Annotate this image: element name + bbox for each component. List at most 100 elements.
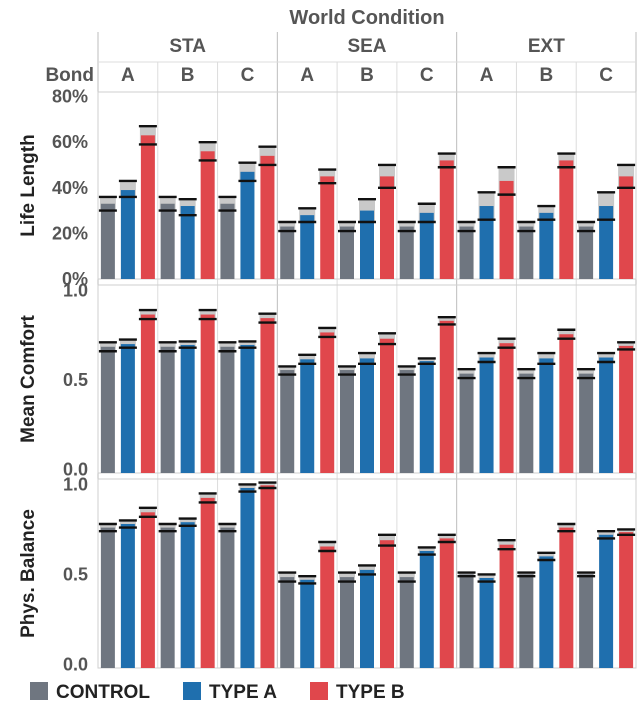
- bar-type-a: [479, 357, 494, 473]
- error-band: [578, 572, 595, 577]
- bond-tick-label: B: [539, 65, 553, 86]
- bond-label: Bond: [45, 65, 94, 86]
- header-title: World Condition: [289, 7, 444, 29]
- error-band: [518, 572, 535, 577]
- bar-type-a: [180, 344, 195, 473]
- panel-mean-comfort: 0.0 0.5 1.0 Mean Comfort: [18, 280, 637, 479]
- bar-type-a: [180, 206, 195, 279]
- y-tick-label: 0.0: [63, 459, 88, 479]
- legend-swatch-type-b: [310, 682, 328, 700]
- bar-type-b: [619, 176, 634, 279]
- condition-label-sea: SEA: [347, 36, 386, 57]
- bond-tick-label: C: [241, 65, 255, 86]
- bar-control: [579, 373, 594, 473]
- bar-type-a: [360, 210, 374, 279]
- panels: 0% 20% 40% 60% 80% Life Length 0.0 0.5 1.0 Mean C…: [18, 87, 637, 674]
- bar-type-b: [499, 180, 514, 279]
- bar-control: [579, 574, 594, 668]
- bar-type-a: [360, 569, 374, 668]
- error-band: [179, 341, 196, 348]
- bar-type-a: [419, 551, 434, 668]
- bar-type-b: [200, 151, 215, 279]
- panel-life-length: 0% 20% 40% 60% 80% Life Length: [18, 87, 637, 289]
- y-tick-label: 1.0: [63, 474, 88, 494]
- bar-type-a: [479, 206, 494, 279]
- bar-control: [459, 574, 474, 668]
- bar-type-b: [260, 318, 275, 473]
- bar-type-b: [260, 155, 275, 279]
- bar-type-a: [539, 212, 554, 279]
- bar-type-a: [300, 359, 315, 473]
- bar-type-a: [539, 358, 554, 473]
- bar-control: [160, 203, 175, 279]
- y-tick-label: 0.5: [63, 564, 88, 584]
- bar-control: [399, 370, 414, 473]
- bar-type-b: [140, 512, 155, 668]
- bar-control: [459, 226, 474, 279]
- legend: CONTROL TYPE A TYPE B: [30, 682, 405, 703]
- error-band: [119, 339, 136, 348]
- error-band: [179, 518, 196, 526]
- y-tick-label: 0.0: [63, 654, 88, 674]
- y-axis-label: Life Length: [18, 134, 39, 236]
- bar-type-b: [439, 320, 454, 473]
- bar-type-a: [599, 534, 614, 668]
- bond-tick-label: A: [480, 65, 494, 86]
- header: World Condition STA SEA EXT Bond A B C A B C A B C: [45, 7, 637, 668]
- legend-swatch-control: [30, 682, 48, 700]
- bond-tick-label: A: [121, 65, 135, 86]
- bar-type-b: [499, 544, 514, 668]
- bar-type-b: [380, 540, 394, 668]
- bar-type-a: [360, 358, 374, 473]
- bar-control: [280, 370, 295, 473]
- bar-type-b: [320, 176, 335, 279]
- bar-control: [519, 373, 534, 473]
- bar-control: [519, 574, 534, 668]
- y-axis-label: Mean Comfort: [18, 314, 39, 442]
- bar-type-a: [599, 206, 614, 279]
- y-axis-label: Phys. Balance: [18, 509, 39, 638]
- bar-type-a: [479, 578, 494, 668]
- bar-type-b: [140, 135, 155, 279]
- bar-control: [399, 577, 414, 668]
- y-tick-label: 0%: [62, 269, 88, 289]
- bar-control: [280, 577, 295, 668]
- error-band: [379, 534, 395, 546]
- y-tick-label: 40%: [52, 178, 88, 198]
- legend-label-type-a: TYPE A: [209, 682, 277, 703]
- bar-type-b: [260, 485, 275, 668]
- bar-type-b: [619, 532, 634, 668]
- bar-control: [100, 346, 115, 473]
- legend-swatch-type-a: [183, 682, 201, 700]
- bar-type-b: [380, 338, 394, 473]
- bar-type-a: [539, 556, 554, 668]
- bond-tick-label: B: [360, 65, 374, 86]
- bond-tick-label: A: [300, 65, 314, 86]
- error-band: [239, 341, 256, 348]
- bar-control: [280, 226, 295, 279]
- y-tick-label: 80%: [52, 87, 88, 107]
- bar-type-b: [439, 538, 454, 668]
- bar-type-b: [559, 334, 574, 473]
- bar-type-a: [240, 488, 255, 668]
- bar-type-a: [599, 357, 614, 473]
- bar-type-b: [559, 527, 574, 668]
- bar-control: [160, 527, 175, 668]
- bar-control: [100, 203, 115, 279]
- bar-type-b: [200, 314, 215, 473]
- y-tick-label: 20%: [52, 223, 88, 243]
- bar-control: [340, 370, 354, 473]
- bar-type-b: [200, 497, 215, 668]
- bar-type-a: [120, 524, 135, 668]
- bar-type-a: [300, 579, 315, 668]
- y-tick-label: 1.0: [63, 280, 88, 300]
- bond-tick-label: B: [181, 65, 195, 86]
- bar-type-a: [120, 190, 135, 279]
- bar-type-a: [419, 212, 434, 279]
- bar-type-b: [499, 343, 514, 473]
- condition-label-sta: STA: [169, 36, 206, 57]
- bar-control: [220, 527, 235, 668]
- bar-type-a: [240, 344, 255, 473]
- bar-control: [220, 346, 235, 473]
